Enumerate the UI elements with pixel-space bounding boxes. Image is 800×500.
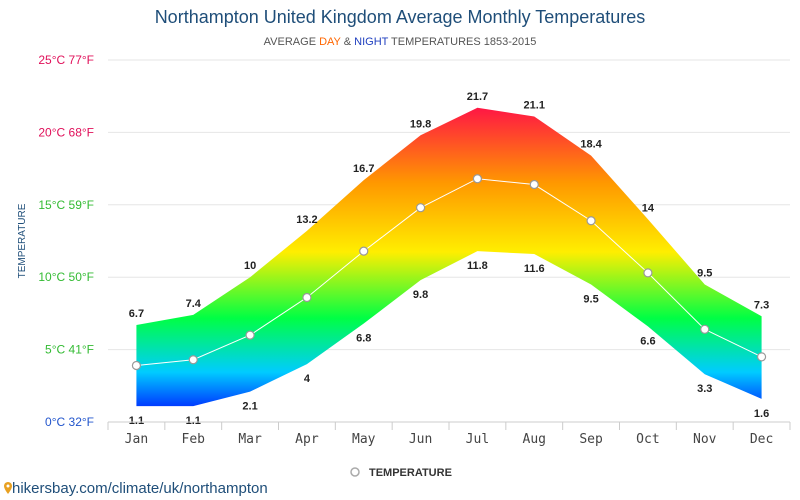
data-labels: 6.7 7.4 10 13.2 16.7 19.8 21.7 21.1 18.4 14 9.5 7.3… bbox=[129, 91, 769, 427]
night-value-label: 1.1 bbox=[129, 415, 144, 427]
temperature-point bbox=[472, 174, 483, 184]
y-tick-label: 25°C 77°F bbox=[38, 53, 94, 67]
x-tick-label: May bbox=[352, 432, 376, 447]
day-value-label: 21.7 bbox=[467, 91, 488, 103]
night-value-label: 11.8 bbox=[467, 260, 488, 272]
subtitle-suffix: TEMPERATURES 1853-2015 bbox=[388, 36, 537, 48]
x-tick-label: Jan bbox=[125, 432, 148, 447]
y-tick-label: 0°C 32°F bbox=[45, 415, 94, 429]
x-tick-label: Oct bbox=[636, 432, 659, 447]
x-tick-label: Feb bbox=[182, 432, 206, 447]
night-value-label: 9.8 bbox=[413, 289, 428, 301]
x-tick-label: Sep bbox=[579, 432, 603, 447]
temperature-point bbox=[359, 246, 369, 256]
day-value-label: 9.5 bbox=[697, 267, 712, 279]
legend-marker bbox=[350, 467, 360, 477]
y-axis-title: TEMPERATURE bbox=[17, 203, 28, 278]
day-value-label: 19.8 bbox=[410, 118, 431, 130]
day-night-band bbox=[136, 107, 762, 407]
legend[interactable]: TEMPERATURE bbox=[350, 467, 452, 479]
y-tick-label: 10°C 50°F bbox=[38, 270, 94, 284]
source-link-text[interactable]: hikersbay.com/climate/uk/northampton bbox=[12, 480, 268, 497]
y-tick-label: 5°C 41°F bbox=[45, 343, 94, 357]
day-value-label: 6.7 bbox=[129, 308, 144, 320]
subtitle-prefix: AVERAGE bbox=[263, 36, 320, 48]
x-tick-label: Jul bbox=[466, 432, 489, 447]
temperature-point bbox=[756, 352, 767, 362]
axes: 0°C 32°F 5°C 41°F 10°C 50°F 15°C 59°F 20°C 6… bbox=[17, 53, 791, 447]
night-value-label: 6.6 bbox=[640, 335, 655, 347]
temperature-band bbox=[136, 107, 762, 407]
day-value-label: 21.1 bbox=[524, 99, 545, 111]
night-value-label: 3.3 bbox=[697, 383, 712, 395]
night-value-label: 2.1 bbox=[242, 401, 257, 413]
day-value-label: 13.2 bbox=[296, 214, 317, 226]
day-value-label: 18.4 bbox=[580, 139, 602, 151]
temperature-point bbox=[529, 179, 539, 190]
day-value-label: 7.4 bbox=[186, 298, 202, 310]
temperature-point bbox=[586, 216, 596, 226]
day-value-label: 16.7 bbox=[353, 163, 374, 175]
night-value-label: 1.1 bbox=[186, 415, 201, 427]
source-link[interactable]: hikersbay.com/climate/uk/northampton bbox=[4, 480, 268, 497]
temperature-series-line bbox=[136, 178, 762, 367]
temperature-line bbox=[131, 174, 767, 371]
day-value-label: 10 bbox=[244, 260, 256, 272]
temperature-point bbox=[302, 292, 312, 303]
chart-title: Northampton United Kingdom Average Month… bbox=[154, 7, 646, 27]
day-value-label: 14 bbox=[642, 202, 655, 214]
night-value-label: 11.6 bbox=[524, 263, 545, 275]
temperature-point bbox=[415, 203, 426, 213]
chart-subtitle: AVERAGE DAY & NIGHT TEMPERATURES 1853-20… bbox=[0, 36, 800, 48]
day-value-label: 7.3 bbox=[754, 299, 769, 311]
x-tick-label: Apr bbox=[295, 432, 319, 447]
temperature-point bbox=[131, 360, 142, 371]
legend-label: TEMPERATURE bbox=[369, 467, 452, 479]
temperature-point bbox=[188, 355, 198, 365]
night-value-label: 4 bbox=[304, 373, 311, 385]
night-value-label: 9.5 bbox=[583, 293, 598, 305]
subtitle-night: NIGHT bbox=[354, 36, 389, 48]
map-pin-icon bbox=[4, 482, 12, 494]
y-tick-label: 15°C 59°F bbox=[38, 198, 94, 212]
temperature-point bbox=[700, 324, 710, 334]
x-tick-label: Jun bbox=[409, 432, 432, 447]
y-tick-label: 20°C 68°F bbox=[38, 125, 94, 139]
temperature-point bbox=[245, 330, 255, 340]
night-value-label: 1.6 bbox=[754, 408, 769, 420]
subtitle-and: & bbox=[340, 36, 355, 48]
x-tick-label: Nov bbox=[693, 432, 717, 447]
x-tick-label: Mar bbox=[238, 432, 262, 447]
subtitle-day: DAY bbox=[319, 36, 341, 48]
x-tick-label: Aug bbox=[523, 432, 546, 447]
x-tick-label: Dec bbox=[750, 432, 773, 447]
night-value-label: 6.8 bbox=[356, 333, 371, 345]
temperature-point bbox=[643, 268, 653, 278]
